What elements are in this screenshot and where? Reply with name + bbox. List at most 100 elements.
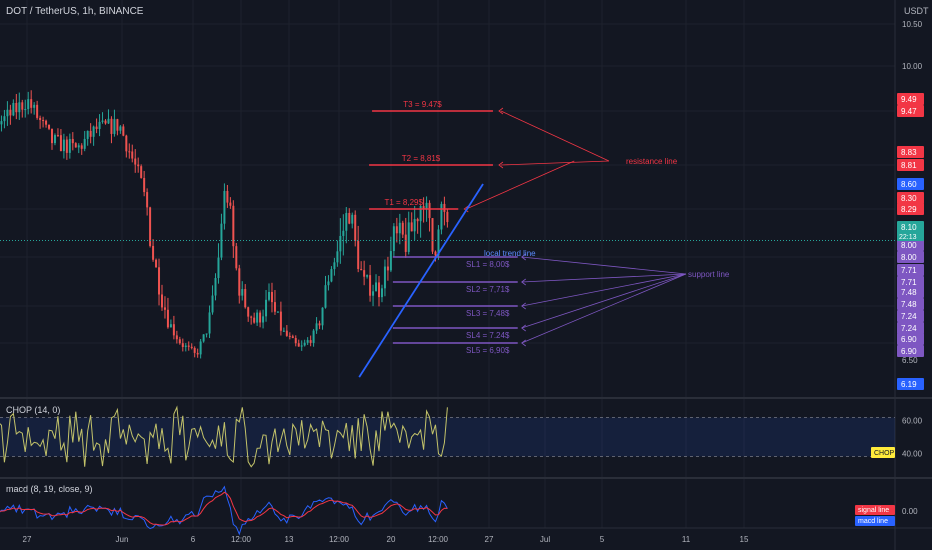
candle-body: [36, 104, 39, 118]
trend-line: [358, 183, 484, 378]
chop-band: [0, 417, 895, 457]
trend-line-label: local trend line: [484, 249, 536, 258]
candle-body: [446, 211, 449, 223]
candle-body: [208, 312, 211, 334]
support-level-label: SL1 = 8,00$: [466, 260, 510, 269]
candle-body: [389, 251, 392, 271]
price-candles: [0, 90, 895, 359]
chop-line: [0, 405, 448, 468]
candle-body: [172, 324, 175, 336]
price-badge: [897, 345, 924, 357]
time-tick: 6: [191, 535, 196, 544]
candle-body: [401, 222, 404, 235]
candle-body: [30, 99, 33, 108]
candle-body: [92, 126, 95, 137]
price-badge-text: 6.90: [901, 347, 917, 356]
candle-body: [279, 311, 282, 331]
time-tick: 12:00: [428, 535, 449, 544]
support-pointer: [521, 273, 687, 307]
candle-body: [440, 203, 443, 230]
candle-body: [268, 292, 271, 300]
price-badge: [897, 298, 924, 310]
candle-body: [407, 222, 410, 252]
candle-body: [348, 212, 351, 224]
candle-body: [98, 121, 101, 129]
chop-tick: 40.00: [902, 450, 923, 459]
support-arrow-head: [521, 302, 526, 310]
time-tick: 27: [485, 535, 494, 544]
candle-body: [104, 120, 107, 124]
candle-body: [205, 333, 208, 335]
candle-body: [380, 288, 383, 298]
candle-body: [113, 119, 116, 134]
resistance-arrow-head: [463, 205, 469, 213]
candle-body: [238, 268, 241, 296]
candle-body: [86, 130, 89, 139]
price-badge: [897, 251, 924, 263]
support-pointer: [521, 273, 687, 344]
price-axis[interactable]: 10.50 10.00 6.50 9.49 9.47 8.83 8.81 8.60 8.30 8.…: [897, 20, 924, 390]
candle-body: [12, 102, 15, 116]
candle-body: [247, 307, 250, 317]
candle-body: [244, 289, 247, 308]
candle-body: [434, 251, 437, 256]
candle-body: [300, 345, 303, 347]
candle-body: [232, 205, 235, 247]
price-tick: 10.50: [902, 20, 923, 29]
candle-body: [149, 207, 152, 246]
candle-body: [291, 336, 294, 339]
price-badge-text: 8.83: [901, 148, 917, 157]
support-level-label: SL4 = 7.24$: [466, 331, 510, 340]
candle-body: [309, 340, 312, 343]
candle-body: [345, 212, 348, 231]
price-badge-text: 9.49: [901, 95, 917, 104]
price-badge-text: 7.24: [901, 324, 917, 333]
price-badge-text: 8.60: [901, 180, 917, 189]
candle-body: [363, 270, 366, 277]
macd-pane: 0.00 signal line macd line: [0, 485, 918, 536]
time-tick: 12:00: [329, 535, 350, 544]
price-badge: [897, 286, 924, 298]
candle-body: [395, 226, 398, 234]
candle-body: [386, 266, 389, 271]
candle-body: [217, 257, 220, 279]
price-tick: 10.00: [902, 62, 923, 71]
resistance-arrow-head: [498, 107, 504, 115]
candle-body: [226, 190, 229, 203]
candle-body: [95, 126, 98, 129]
candle-body: [3, 116, 6, 122]
time-tick: 20: [387, 535, 396, 544]
chop-tick: 60.00: [902, 417, 923, 426]
candle-body: [241, 289, 244, 296]
candle-body: [366, 275, 369, 277]
candle-body: [253, 317, 256, 323]
countdown-text: 22:13: [899, 234, 917, 241]
candle-body: [220, 223, 223, 258]
support-note: support line: [688, 270, 730, 279]
price-badge-text: 7.71: [901, 266, 917, 275]
price-badge: [897, 93, 924, 105]
time-axis[interactable]: 27 Jun 6 12:00 13 12:00 20 12:00 27 Jul 5 11 15: [23, 535, 749, 544]
macd-title: macd (8, 19, close, 9): [6, 484, 93, 494]
candle-body: [372, 291, 375, 296]
resistance-note: resistance line: [626, 157, 678, 166]
candle-body: [89, 130, 92, 137]
time-tick: 27: [23, 535, 32, 544]
candle-body: [259, 312, 262, 323]
candle-body: [187, 345, 190, 347]
candle-body: [336, 251, 339, 263]
chop-legend-badge: [871, 447, 895, 458]
candle-body: [378, 282, 380, 298]
candle-body: [250, 316, 253, 318]
support-arrow-head: [521, 253, 526, 261]
candle-body: [18, 102, 21, 113]
candle-body: [321, 307, 324, 326]
price-badge-text: 8.00: [901, 241, 917, 250]
candle-body: [0, 121, 3, 125]
candle-body: [51, 128, 53, 144]
candle-body: [119, 126, 122, 131]
resistance-level-label: T3 = 9.47$: [403, 100, 442, 109]
resistance-level-label: T2 = 8,81$: [402, 154, 441, 163]
